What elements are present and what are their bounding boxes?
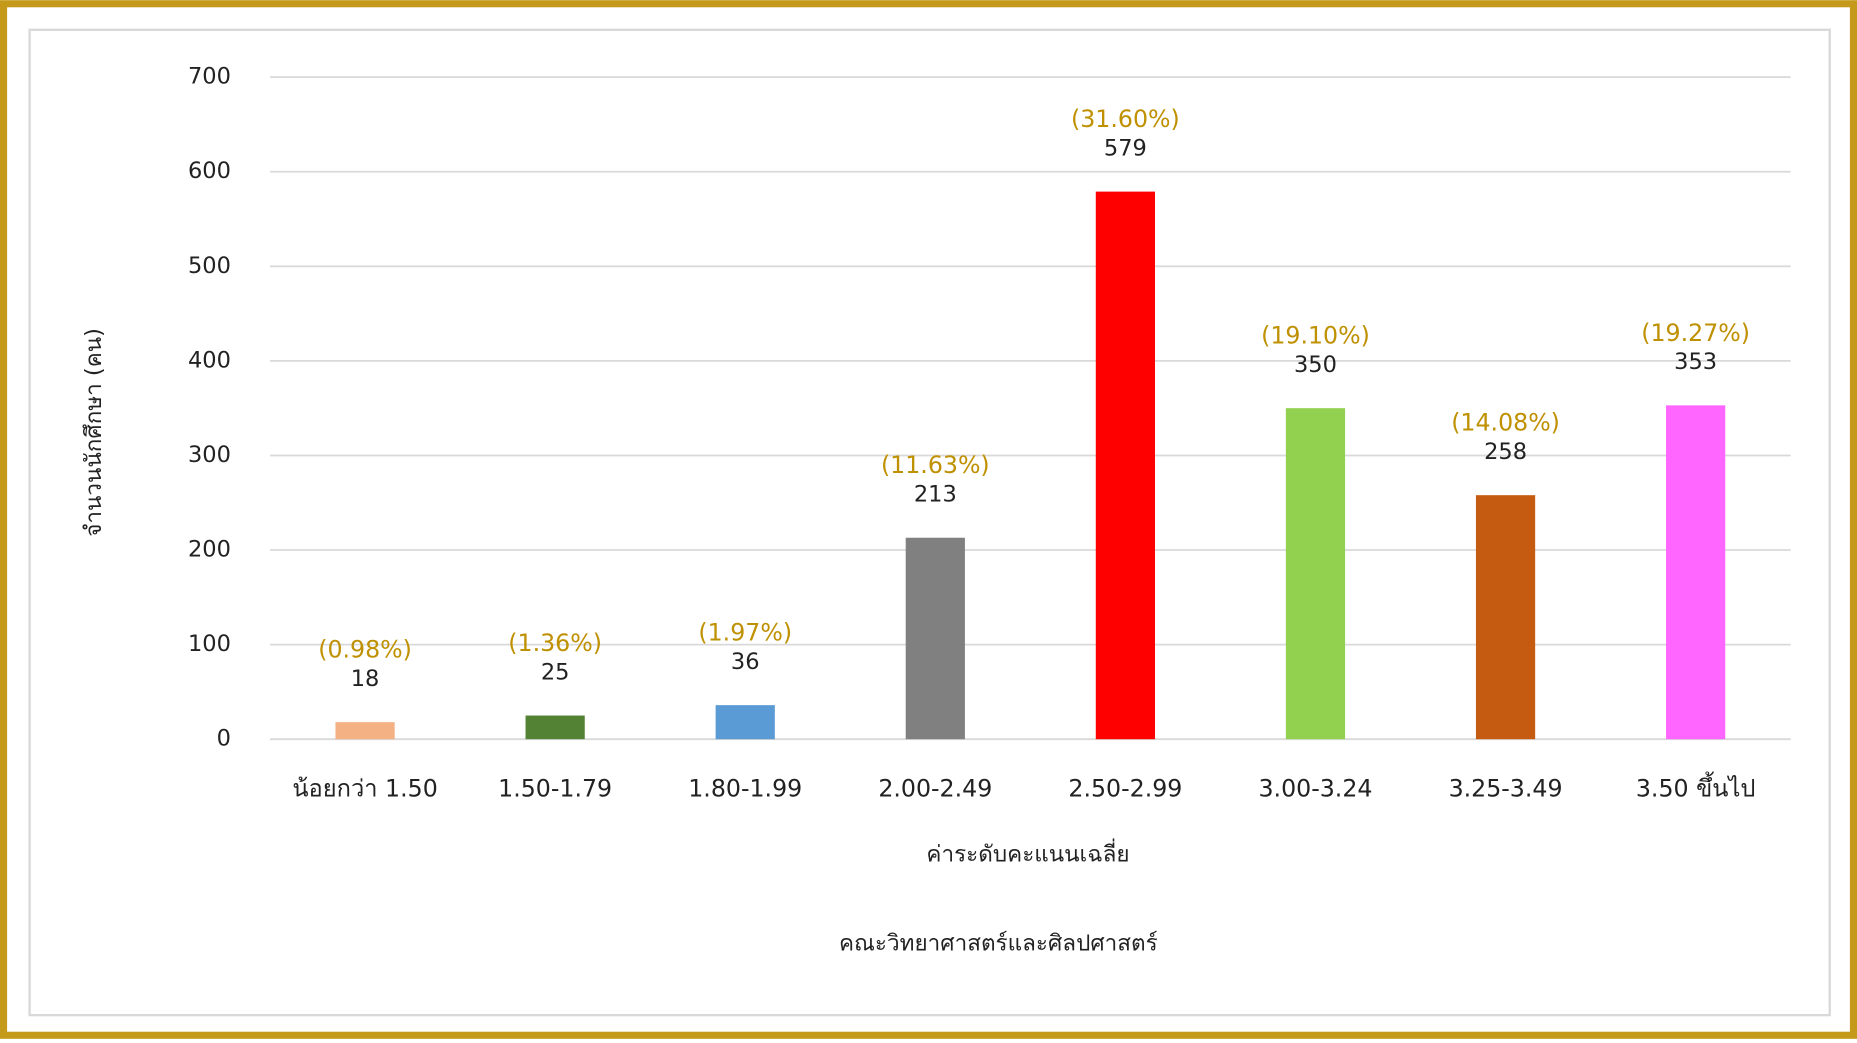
percent-label: (14.08%) <box>1451 409 1560 437</box>
bar <box>1666 405 1726 740</box>
percent-label: (19.10%) <box>1261 322 1370 350</box>
y-tick-label: 600 <box>188 158 231 184</box>
value-label: 579 <box>1104 135 1147 161</box>
y-tick-label: 300 <box>188 442 231 468</box>
y-tick-label: 500 <box>188 253 231 279</box>
y-tick-label: 0 <box>217 726 231 752</box>
bar <box>1285 408 1346 740</box>
value-label: 25 <box>541 659 570 685</box>
bar <box>1475 495 1536 740</box>
percent-label: (1.97%) <box>698 619 792 647</box>
value-label: 350 <box>1294 352 1337 378</box>
x-tick-label: 2.50-2.99 <box>1068 775 1182 803</box>
x-tick-label: น้อยกว่า 1.50 <box>292 775 437 803</box>
x-tick-label: 1.50-1.79 <box>498 775 612 803</box>
chart-title: คณะวิทยาศาสตร์และศิลปศาสตร์ <box>839 930 1158 957</box>
value-label: 258 <box>1484 439 1527 465</box>
percent-label: (11.63%) <box>881 451 990 479</box>
x-axis-title: ค่าระดับคะแนนเฉลี่ย <box>926 838 1129 868</box>
x-tick-label: 3.00-3.24 <box>1258 775 1372 803</box>
value-label: 213 <box>914 482 957 508</box>
bar <box>335 722 395 740</box>
y-tick-label: 700 <box>188 64 231 90</box>
percent-label: (19.27%) <box>1641 319 1750 347</box>
y-tick-label: 200 <box>188 537 231 563</box>
bar <box>715 705 775 740</box>
y-axis-title: จำนวนนักศึกษา (คน) <box>81 328 107 537</box>
x-tick-label: 2.00-2.49 <box>878 775 992 803</box>
y-tick-label: 100 <box>188 631 231 657</box>
value-label: 18 <box>351 666 380 692</box>
bar <box>525 715 585 740</box>
y-tick-label: 400 <box>188 347 231 373</box>
value-label: 36 <box>731 649 760 675</box>
x-tick-label: 1.80-1.99 <box>688 775 802 803</box>
x-tick-label: 3.50 ขึ้นไป <box>1636 772 1756 803</box>
bar <box>1095 191 1155 740</box>
x-tick-label: 3.25-3.49 <box>1449 775 1563 803</box>
percent-label: (1.36%) <box>508 629 602 657</box>
bar <box>905 537 965 740</box>
percent-label: (0.98%) <box>318 636 412 664</box>
value-label: 353 <box>1674 349 1717 375</box>
percent-label: (31.60%) <box>1071 105 1180 133</box>
